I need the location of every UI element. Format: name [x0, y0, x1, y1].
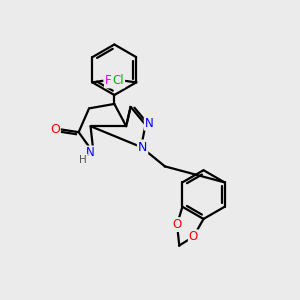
Text: F: F: [105, 74, 112, 87]
Text: N: N: [85, 146, 94, 160]
Text: O: O: [50, 123, 60, 136]
Text: O: O: [172, 218, 182, 231]
Text: N: N: [138, 140, 147, 154]
Text: N: N: [145, 117, 154, 130]
Text: H: H: [79, 154, 87, 164]
Text: O: O: [189, 230, 198, 243]
Text: Cl: Cl: [112, 74, 124, 87]
